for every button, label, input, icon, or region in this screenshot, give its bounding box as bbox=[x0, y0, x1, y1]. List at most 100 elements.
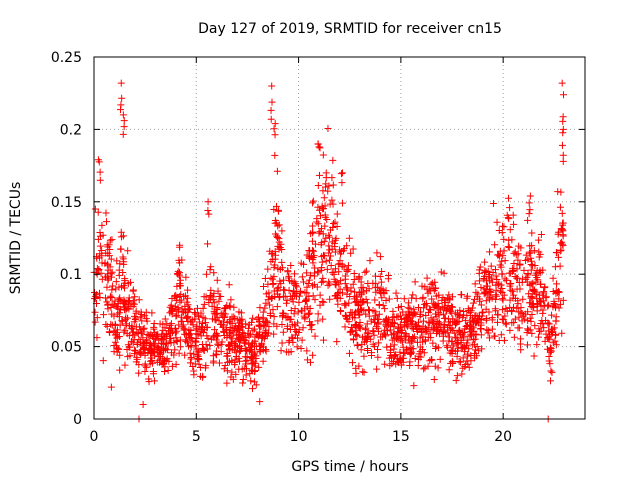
data-point bbox=[469, 324, 477, 332]
data-point bbox=[246, 330, 254, 338]
data-point bbox=[424, 324, 432, 332]
y-tick-label: 0.15 bbox=[51, 195, 82, 211]
data-point bbox=[382, 296, 390, 304]
data-point bbox=[122, 322, 130, 330]
data-point bbox=[474, 317, 482, 325]
data-point bbox=[421, 337, 429, 345]
data-point bbox=[449, 327, 457, 335]
data-point bbox=[190, 367, 198, 375]
data-point bbox=[410, 382, 418, 390]
data-point bbox=[338, 199, 346, 207]
data-point bbox=[546, 348, 554, 356]
data-point bbox=[488, 325, 496, 333]
data-point bbox=[181, 351, 189, 359]
data-point bbox=[329, 156, 337, 164]
data-point bbox=[430, 375, 438, 383]
data-point bbox=[120, 296, 128, 304]
data-point bbox=[355, 311, 363, 319]
data-point bbox=[301, 288, 309, 296]
data-point bbox=[478, 345, 486, 353]
data-point bbox=[431, 278, 439, 286]
data-point bbox=[108, 268, 116, 276]
data-point bbox=[491, 332, 499, 340]
data-point bbox=[299, 278, 307, 286]
data-point bbox=[424, 362, 432, 370]
data-point bbox=[288, 321, 296, 329]
data-point bbox=[559, 117, 567, 125]
data-point bbox=[160, 360, 168, 368]
data-point bbox=[557, 225, 565, 233]
data-point bbox=[328, 238, 336, 246]
data-point bbox=[373, 249, 381, 257]
data-point bbox=[461, 360, 469, 368]
data-point bbox=[408, 324, 416, 332]
data-point bbox=[392, 289, 400, 297]
data-point bbox=[201, 315, 209, 323]
data-point bbox=[277, 347, 285, 355]
data-point bbox=[471, 280, 479, 288]
data-point bbox=[458, 370, 466, 378]
data-point bbox=[115, 309, 123, 317]
data-point bbox=[262, 347, 270, 355]
data-point bbox=[317, 241, 325, 249]
data-point bbox=[142, 308, 150, 316]
data-point bbox=[454, 347, 462, 355]
data-point bbox=[306, 271, 314, 279]
data-point bbox=[356, 324, 364, 332]
data-point bbox=[280, 286, 288, 294]
data-point bbox=[309, 229, 317, 237]
data-point bbox=[254, 313, 262, 321]
data-point bbox=[320, 194, 328, 202]
data-point bbox=[307, 321, 315, 329]
data-point bbox=[239, 379, 247, 387]
data-point bbox=[532, 290, 540, 298]
data-point bbox=[102, 209, 110, 217]
data-point bbox=[523, 341, 531, 349]
data-point bbox=[231, 346, 239, 354]
data-point bbox=[103, 241, 111, 249]
data-point bbox=[303, 347, 311, 355]
data-point bbox=[496, 247, 504, 255]
data-point bbox=[291, 305, 299, 313]
data-point bbox=[150, 334, 158, 342]
data-point bbox=[232, 370, 240, 378]
data-point bbox=[199, 328, 207, 336]
data-point bbox=[183, 336, 191, 344]
data-point bbox=[158, 339, 166, 347]
data-point bbox=[421, 364, 429, 372]
data-point bbox=[537, 230, 545, 238]
data-point bbox=[482, 305, 490, 313]
data-point bbox=[265, 293, 273, 301]
data-point bbox=[200, 346, 208, 354]
data-point bbox=[422, 299, 430, 307]
data-point bbox=[265, 323, 273, 331]
data-point bbox=[320, 298, 328, 306]
data-point bbox=[128, 322, 136, 330]
data-point bbox=[336, 294, 344, 302]
data-point bbox=[108, 273, 115, 281]
data-point bbox=[526, 192, 534, 200]
data-point bbox=[209, 333, 217, 341]
data-point bbox=[223, 352, 231, 360]
data-point bbox=[189, 362, 197, 370]
data-point bbox=[309, 222, 317, 230]
data-point bbox=[528, 293, 536, 301]
data-point bbox=[463, 357, 471, 365]
data-point bbox=[301, 305, 309, 313]
data-point bbox=[510, 267, 518, 275]
data-point bbox=[120, 117, 128, 125]
data-point bbox=[556, 262, 564, 270]
data-point bbox=[466, 312, 474, 320]
data-point bbox=[110, 348, 118, 356]
data-point bbox=[311, 332, 319, 340]
data-point bbox=[559, 219, 567, 227]
data-point bbox=[174, 304, 182, 312]
data-point bbox=[203, 332, 211, 340]
data-point bbox=[546, 360, 554, 368]
data-point bbox=[283, 296, 291, 304]
data-point bbox=[516, 340, 524, 348]
data-point bbox=[560, 91, 568, 99]
data-point bbox=[508, 236, 516, 244]
data-point bbox=[116, 294, 124, 302]
data-point bbox=[371, 296, 379, 304]
